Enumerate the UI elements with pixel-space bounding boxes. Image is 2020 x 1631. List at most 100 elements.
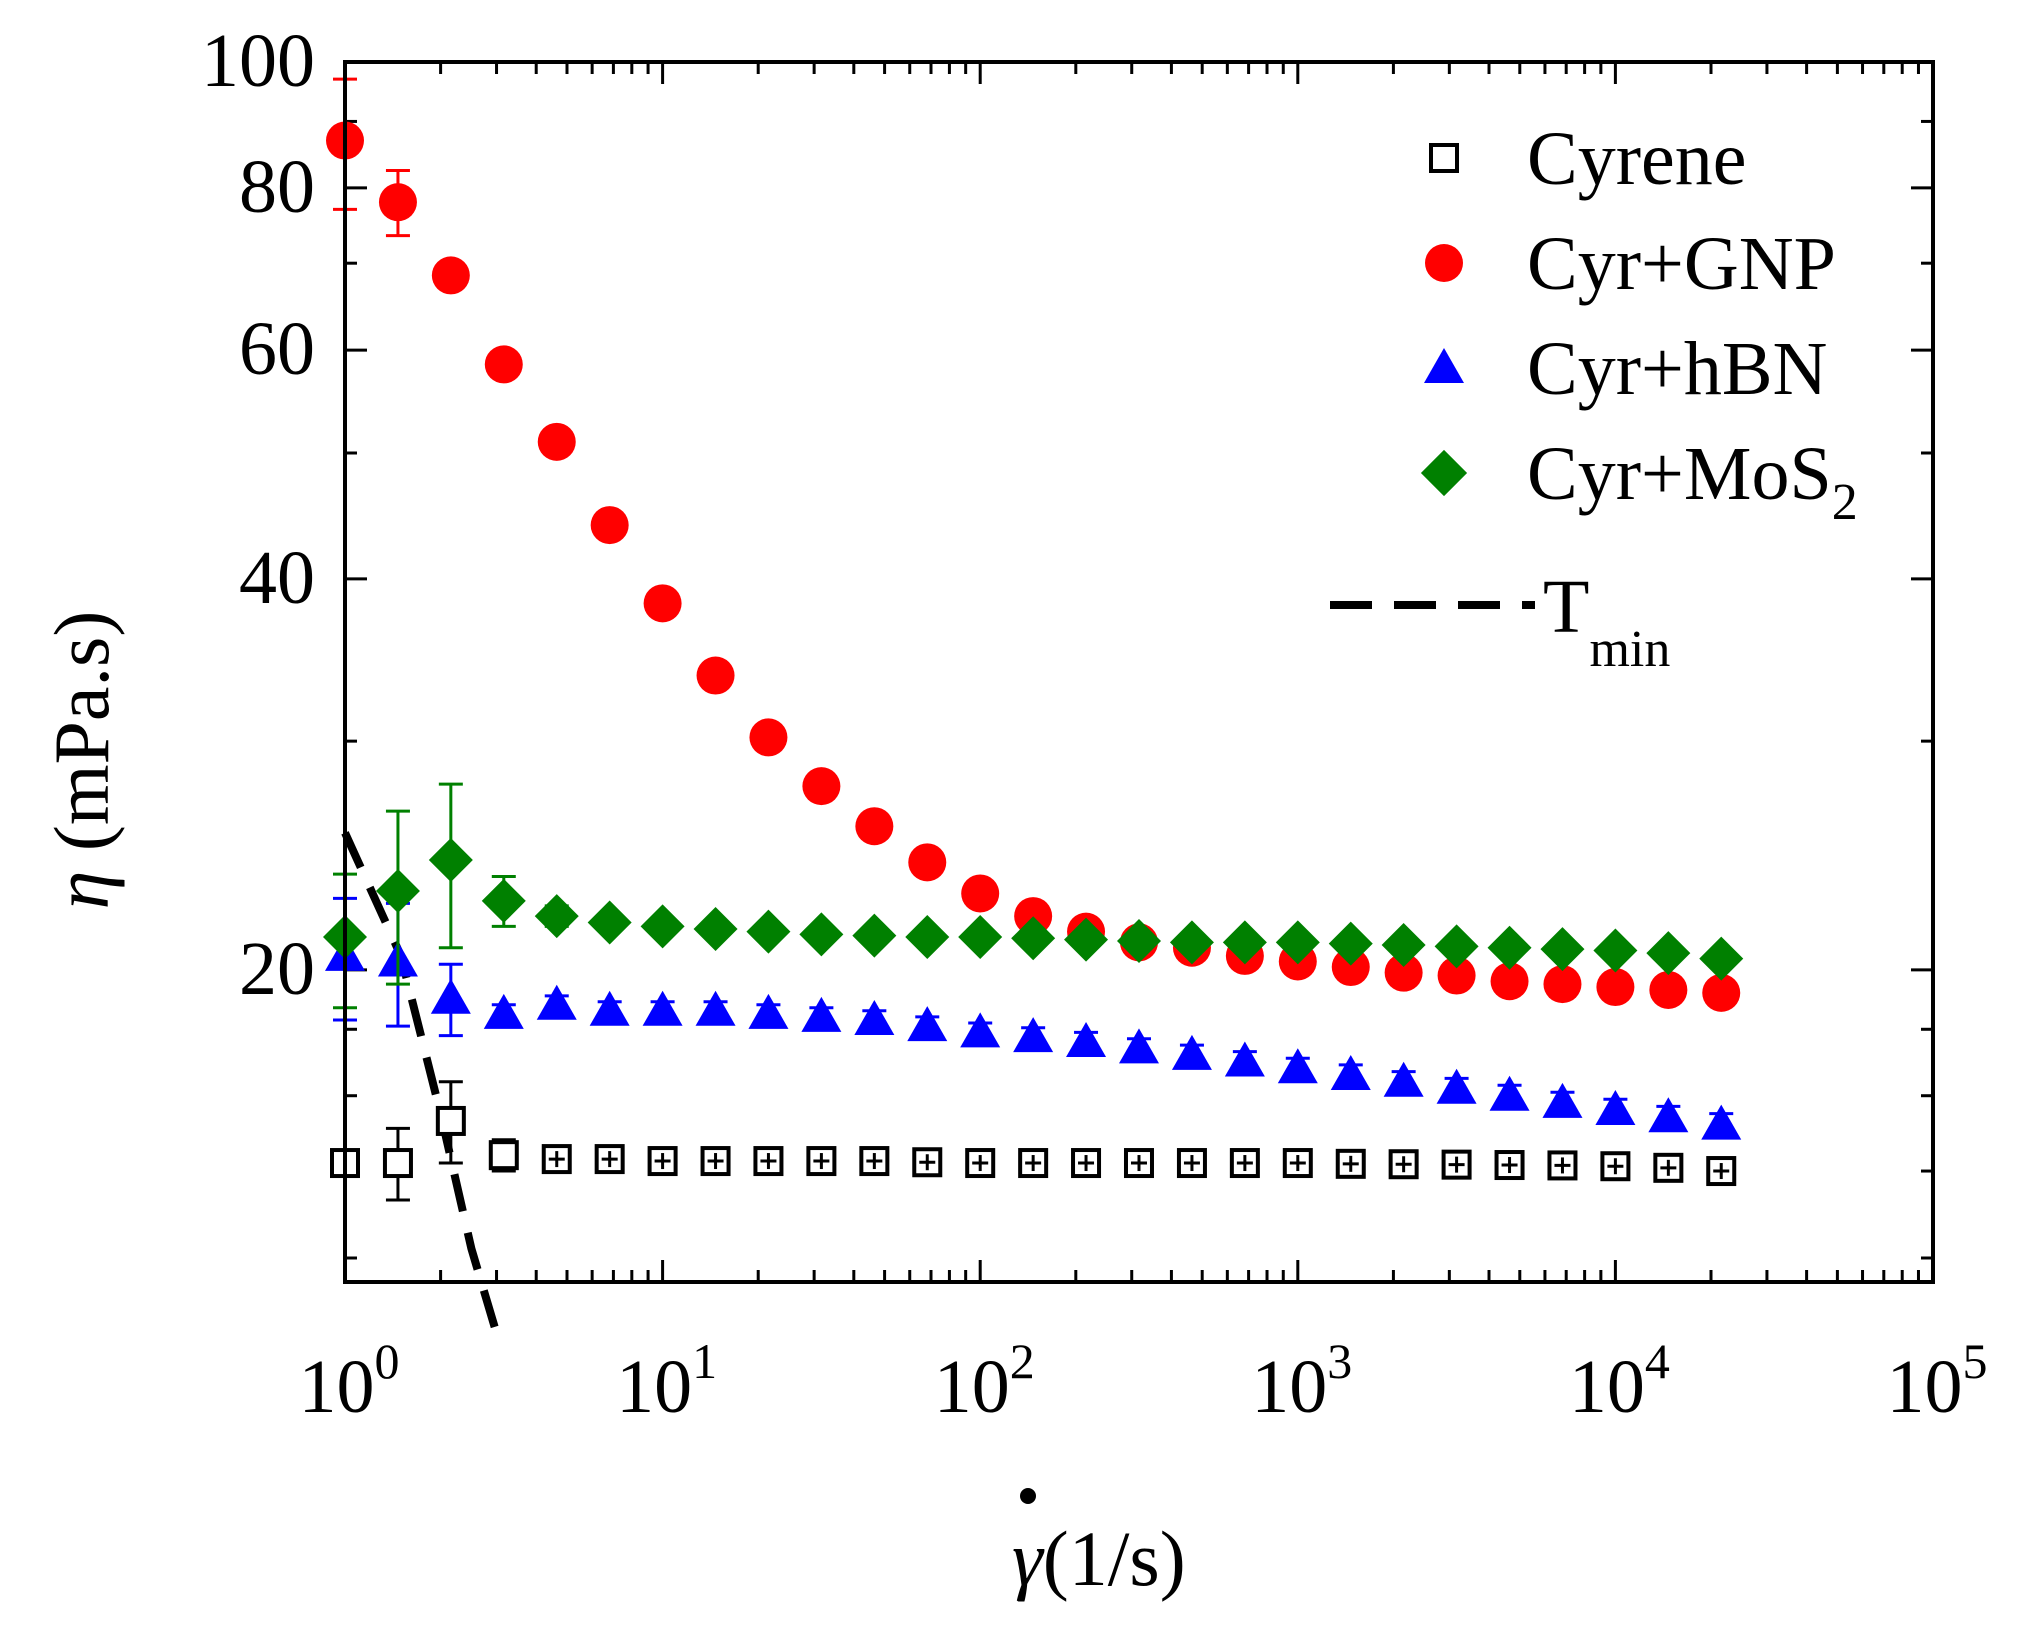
point (1489, 1075, 1530, 1111)
point (1648, 1097, 1689, 1133)
point (960, 1012, 1001, 1048)
point (430, 978, 471, 1014)
y-axis-symbol: η (38, 871, 125, 910)
y-tick-label: 40 (239, 536, 315, 620)
point (537, 422, 576, 461)
point (1222, 920, 1267, 965)
point (435, 1105, 466, 1136)
point (1429, 143, 1459, 173)
point (1224, 1041, 1265, 1077)
point (587, 900, 632, 945)
point (1383, 1061, 1424, 1097)
point (481, 878, 526, 923)
legend-label: Cyr+hBN (1527, 327, 1827, 411)
point (428, 837, 473, 882)
tmin-curve (341, 831, 501, 1335)
point (799, 912, 844, 957)
point (696, 656, 735, 695)
point (1437, 956, 1476, 995)
x-axis-label: γ(1/s) (1012, 1488, 1186, 1602)
y-tick-label: 100 (201, 19, 315, 103)
point (1331, 948, 1370, 987)
y-tick-labels: 20 40 60 80 100 (201, 19, 315, 1011)
point (1013, 1017, 1054, 1053)
point (1434, 924, 1479, 969)
point (1169, 920, 1214, 965)
legend: Cyrene Cyr+GNP Cyr+hBN Cyr+MoS2 Tmin (1330, 117, 1858, 678)
point (1436, 1068, 1477, 1104)
point (907, 1006, 948, 1042)
point (855, 807, 894, 846)
point (749, 718, 788, 757)
point (1701, 1104, 1742, 1140)
x-tick-labels: 100 101 102 103 104 105 (299, 1333, 1988, 1429)
point (382, 1148, 413, 1179)
point (1596, 968, 1635, 1007)
point (1542, 1082, 1583, 1118)
x-tick-label: 105 (1887, 1333, 1988, 1429)
point (1702, 973, 1741, 1012)
point (1381, 923, 1426, 968)
point (1646, 931, 1691, 976)
x-tick-label: 101 (616, 1333, 717, 1429)
point (642, 990, 683, 1026)
legend-label: Cyrene (1527, 117, 1746, 201)
y-tick-label: 80 (239, 145, 315, 229)
point (431, 256, 470, 295)
point (854, 999, 895, 1035)
point (1171, 1034, 1212, 1070)
point (961, 874, 1000, 913)
point (1441, 1149, 1472, 1180)
y-tick-label: 60 (239, 307, 315, 391)
point (483, 993, 524, 1029)
series-cyr-gnp (326, 77, 1741, 1012)
point (375, 869, 420, 914)
point (590, 506, 629, 545)
point (1275, 920, 1320, 965)
point (801, 996, 842, 1032)
series-cyrene (330, 1080, 1737, 1202)
point (695, 990, 736, 1026)
series-cyr-mos (323, 782, 1744, 1010)
point (1328, 921, 1373, 966)
point (1118, 1028, 1159, 1064)
point (748, 993, 789, 1029)
point (852, 913, 897, 958)
point (484, 345, 523, 384)
point (1487, 925, 1532, 970)
point (1543, 965, 1582, 1004)
point (1699, 936, 1744, 981)
legend-label: Cyr+MoS2 (1527, 432, 1858, 531)
point (746, 909, 791, 954)
point (1424, 348, 1464, 383)
point (1011, 916, 1056, 961)
y-tick-label: 20 (239, 927, 315, 1011)
point (1490, 962, 1529, 1001)
y-axis-label: η (mPa.s) (38, 611, 125, 910)
point (1014, 897, 1053, 936)
x-tick-label: 103 (1251, 1333, 1352, 1429)
point (541, 1144, 572, 1175)
point (589, 990, 630, 1026)
x-axis-symbol: γ (1012, 1515, 1045, 1602)
point (1064, 917, 1109, 962)
point (643, 584, 682, 623)
point (1425, 244, 1463, 282)
point (1123, 1148, 1154, 1179)
point (1420, 449, 1468, 497)
legend-label: Cyr+GNP (1527, 222, 1836, 306)
x-axis-unit: (1/s) (1043, 1515, 1186, 1602)
point (594, 1144, 625, 1175)
point (1593, 928, 1638, 973)
point (1277, 1048, 1318, 1084)
x-axis-dot (1020, 1488, 1036, 1504)
point (536, 984, 577, 1020)
point (640, 904, 685, 949)
point (693, 907, 738, 952)
point (488, 1140, 519, 1171)
point (1116, 918, 1161, 963)
point (378, 183, 417, 222)
point (905, 914, 950, 959)
point (1540, 927, 1585, 972)
